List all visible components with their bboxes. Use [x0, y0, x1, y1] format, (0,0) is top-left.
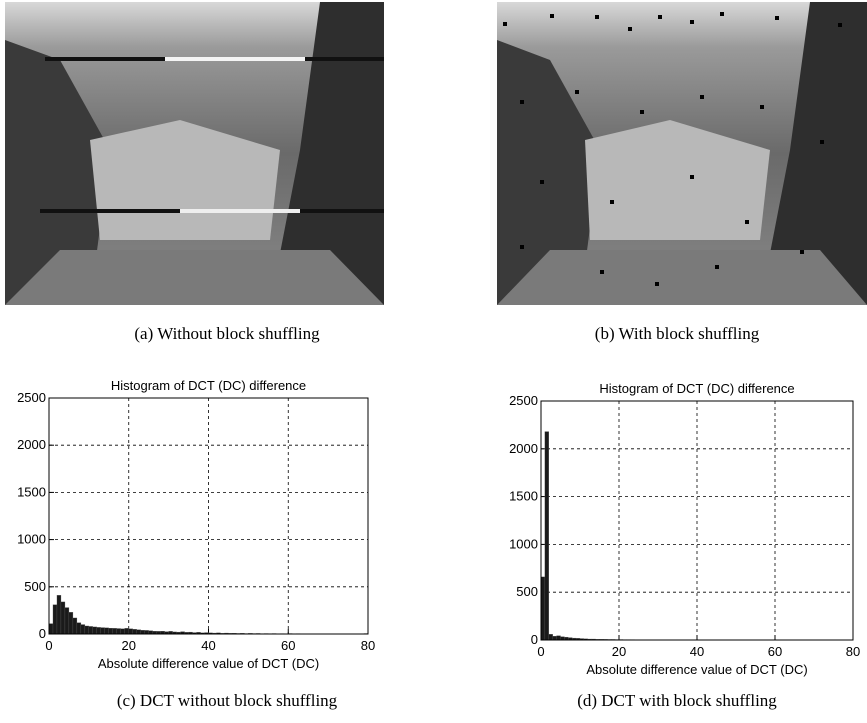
bar [69, 612, 73, 634]
bar [85, 626, 89, 634]
bar [137, 630, 141, 634]
x-tick-label: 0 [45, 638, 52, 653]
figure: (a) Without block shuffling (b) With blo… [0, 0, 867, 723]
bar [561, 637, 565, 640]
plot-area [541, 401, 853, 640]
bar [141, 630, 145, 634]
bar [81, 625, 85, 634]
bar [97, 627, 101, 634]
y-tick-label: 2000 [17, 437, 46, 452]
bar [77, 623, 81, 634]
y-tick-label: 2000 [509, 441, 538, 456]
x-tick-label: 20 [612, 644, 626, 659]
caption: (a) Without block shuffling [134, 324, 320, 343]
bar [129, 629, 133, 634]
x-tick-label: 40 [690, 644, 704, 659]
bar [133, 629, 137, 634]
bar [541, 577, 545, 640]
bar [73, 618, 77, 634]
y-tick-label: 2500 [17, 390, 46, 405]
bar [549, 634, 553, 640]
bar [61, 602, 65, 634]
bar [121, 629, 125, 634]
bar [117, 629, 121, 634]
bar [113, 628, 117, 634]
bar [125, 628, 129, 634]
bar [49, 624, 53, 634]
photo-a [5, 2, 384, 305]
bar [57, 595, 61, 634]
x-tick-label: 60 [768, 644, 782, 659]
bar [93, 627, 97, 634]
y-tick-label: 1500 [17, 484, 46, 499]
x-tick-label: 60 [281, 638, 295, 653]
x-tick-label: 40 [201, 638, 215, 653]
x-axis-label: Absolute difference value of DCT (DC) [98, 656, 319, 671]
bar [557, 636, 561, 640]
bar [65, 608, 69, 634]
x-tick-label: 20 [122, 638, 136, 653]
caption: (c) DCT without block shuffling [117, 691, 338, 710]
x-axis-label: Absolute difference value of DCT (DC) [586, 662, 807, 677]
bar [53, 605, 57, 634]
y-tick-label: 500 [516, 584, 538, 599]
photo-b [497, 2, 867, 305]
bar [89, 626, 93, 634]
x-tick-label: 80 [361, 638, 375, 653]
chart-title: Histogram of DCT (DC) difference [111, 378, 306, 393]
chart-title: Histogram of DCT (DC) difference [599, 381, 794, 396]
caption: (d) DCT with block shuffling [577, 691, 777, 710]
y-tick-label: 500 [24, 579, 46, 594]
bar [553, 636, 557, 640]
caption: (b) With block shuffling [595, 324, 760, 343]
y-tick-label: 1000 [509, 536, 538, 551]
bar [145, 630, 149, 634]
y-tick-label: 1000 [17, 532, 46, 547]
bar [101, 628, 105, 634]
bar [109, 628, 113, 634]
y-tick-label: 2500 [509, 393, 538, 408]
x-tick-label: 80 [846, 644, 860, 659]
y-tick-label: 1500 [509, 489, 538, 504]
bar [105, 628, 109, 634]
x-tick-label: 0 [537, 644, 544, 659]
bar [545, 432, 549, 640]
